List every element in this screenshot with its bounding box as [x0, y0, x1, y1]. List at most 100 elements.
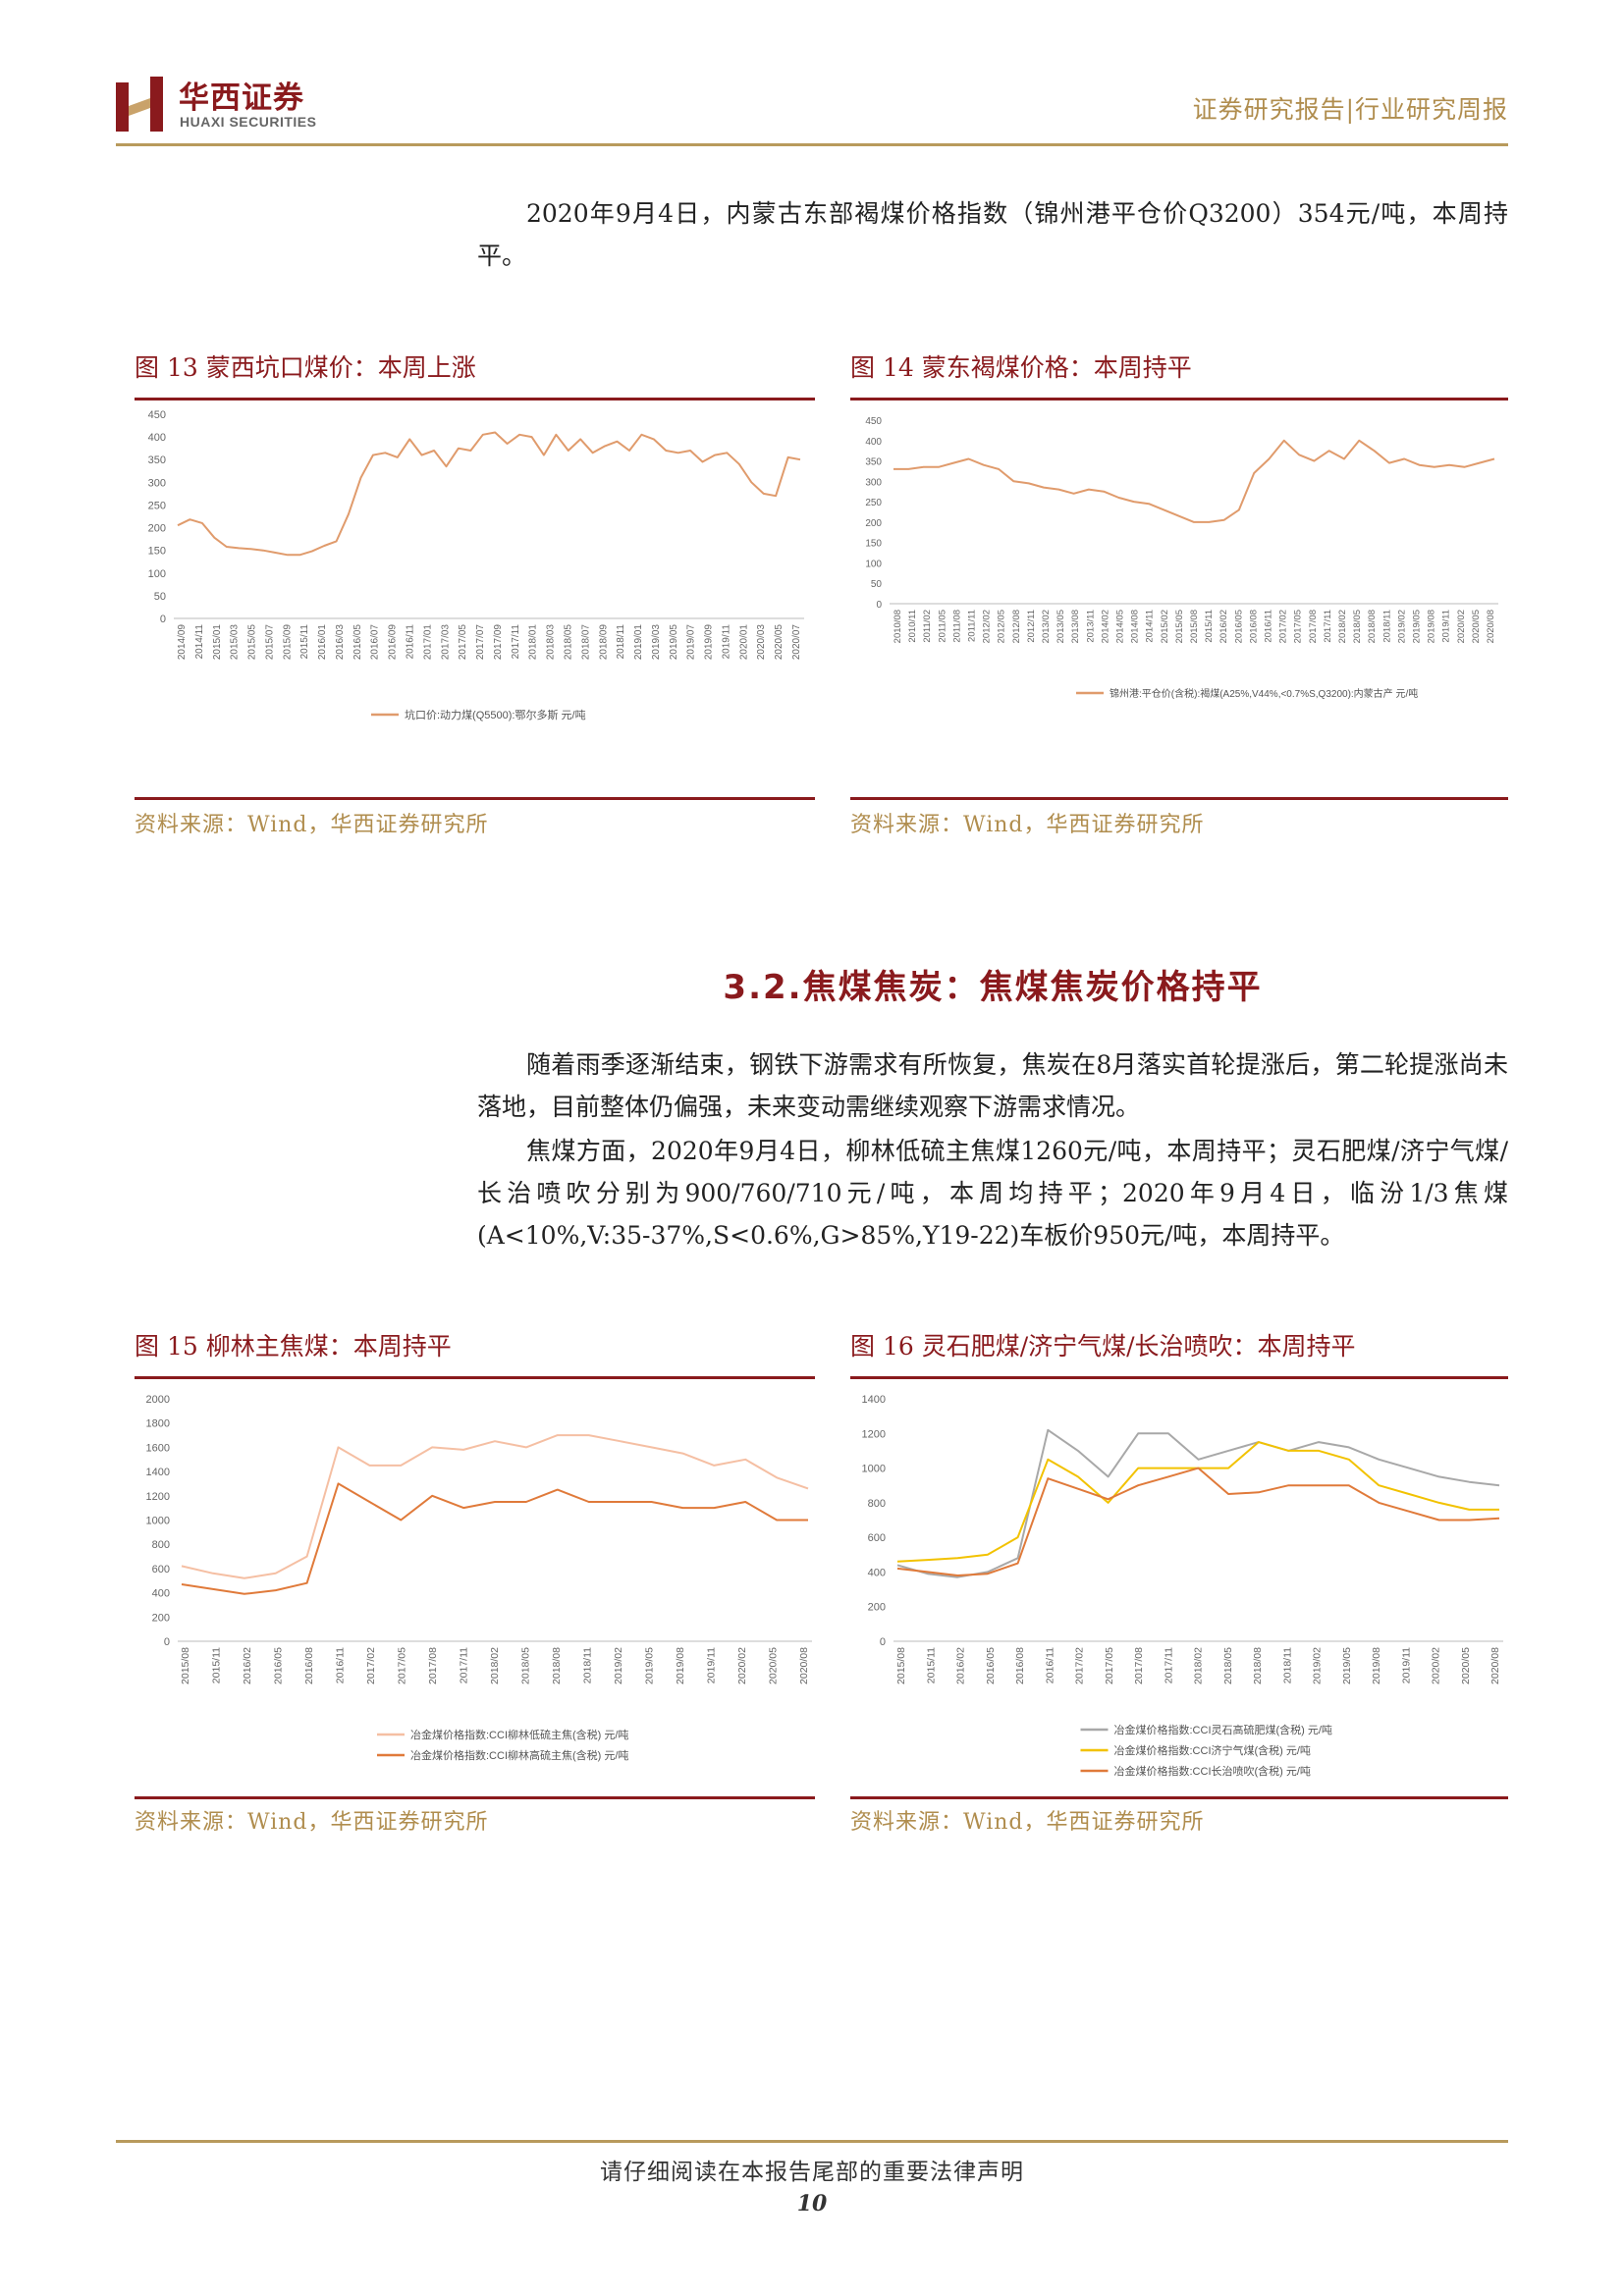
x-tick-label: 2018/01 [528, 624, 539, 661]
x-tick-label: 2016/08 [1014, 1647, 1026, 1684]
y-tick-label: 150 [865, 539, 882, 550]
x-tick-label: 2015/08 [895, 1647, 907, 1684]
x-tick-label: 2014/11 [1145, 610, 1156, 643]
y-tick-label: 400 [865, 437, 882, 448]
x-tick-label: 2019/03 [651, 624, 662, 661]
figure-16-bottom-rule [850, 1796, 1508, 1799]
x-tick-label: 2019/08 [1371, 1647, 1382, 1684]
x-tick-label: 2017/08 [427, 1647, 439, 1684]
x-tick-label: 2013/11 [1085, 610, 1096, 643]
y-tick-label: 100 [865, 559, 882, 569]
figure-15-title: 图 15 柳林主焦煤：本周持平 [135, 1332, 452, 1361]
x-tick-label: 2018/11 [616, 624, 626, 660]
x-tick-label: 2020/07 [791, 624, 802, 661]
y-tick-label: 50 [154, 591, 166, 603]
x-tick-label: 2017/02 [1074, 1647, 1086, 1684]
x-tick-label: 2017/05 [1104, 1647, 1115, 1684]
series-line-1 [893, 439, 1495, 523]
y-tick-label: 250 [148, 500, 166, 511]
x-tick-label: 2012/11 [1026, 610, 1037, 643]
x-tick-label: 2018/03 [546, 624, 557, 661]
y-tick-label: 200 [148, 523, 166, 535]
figure-16-source: 资料来源：Wind，华西证券研究所 [850, 1810, 1205, 1835]
x-tick-label: 2020/08 [798, 1647, 810, 1684]
x-tick-label: 2016/02 [1218, 610, 1229, 643]
x-tick-label: 2015/07 [264, 624, 275, 661]
x-tick-label: 2015/11 [1204, 610, 1215, 643]
x-tick-label: 2016/02 [955, 1647, 967, 1684]
x-tick-label: 2017/09 [493, 624, 504, 661]
x-tick-label: 2015/11 [211, 1647, 223, 1683]
figure-14-title: 图 14 蒙东褐煤价格：本周持平 [850, 353, 1192, 382]
x-tick-label: 2020/02 [1431, 1647, 1442, 1684]
x-tick-label: 2016/09 [388, 624, 399, 661]
y-tick-label: 400 [868, 1567, 886, 1578]
x-tick-label: 2017/07 [475, 624, 486, 661]
figure-14-bottom-rule [850, 797, 1508, 800]
y-tick-label: 50 [871, 579, 883, 590]
paragraph-coke-outlook: 随着雨季逐渐结束，钢铁下游需求有所恢复，焦炭在8月落实首轮提涨后，第二轮提涨尚未… [477, 1050, 1508, 1121]
x-tick-label: 2015/11 [925, 1647, 937, 1683]
y-tick-label: 1000 [862, 1464, 886, 1475]
x-tick-label: 2016/02 [242, 1647, 253, 1684]
x-tick-label: 2019/05 [1341, 1647, 1353, 1684]
x-tick-label: 2019/11 [1441, 610, 1452, 643]
y-tick-label: 1400 [146, 1467, 170, 1478]
series-line-3 [896, 1467, 1500, 1576]
y-tick-label: 800 [152, 1539, 170, 1551]
y-tick-label: 200 [865, 518, 882, 529]
x-tick-label: 2016/01 [317, 624, 328, 661]
x-tick-label: 2017/11 [1163, 1647, 1174, 1683]
x-tick-label: 2017/08 [1133, 1647, 1145, 1684]
x-tick-label: 2018/11 [1281, 1647, 1293, 1683]
y-tick-label: 600 [868, 1532, 886, 1544]
x-tick-label: 2018/08 [551, 1647, 563, 1684]
x-tick-label: 2016/05 [352, 624, 363, 661]
x-tick-label: 2018/08 [1252, 1647, 1264, 1684]
x-tick-label: 2016/11 [1264, 610, 1274, 643]
paragraph-lignite-price: 2020年9月4日，内蒙古东部褐煤价格指数（锦州港平仓价Q3200）354元/吨… [477, 199, 1508, 270]
legend-label: 冶金煤价格指数:CCI长治喷吹(含税) 元/吨 [1114, 1764, 1311, 1778]
y-tick-label: 200 [152, 1612, 170, 1624]
x-tick-label: 2018/11 [1381, 610, 1392, 643]
series-line-2 [181, 1482, 808, 1595]
figure-13-top-rule [135, 398, 815, 400]
huaxi-logo-icon [116, 77, 163, 132]
series-line-1 [896, 1428, 1500, 1578]
x-tick-label: 2018/05 [1222, 1647, 1234, 1684]
report-type-label: 证券研究报告|行业研究周报 [1192, 95, 1508, 124]
paragraph-coking-coal-prices: 焦煤方面，2020年9月4日，柳林低硫主焦煤1260元/吨，本周持平；灵石肥煤/… [477, 1137, 1508, 1250]
y-tick-label: 1200 [146, 1491, 170, 1503]
x-tick-label: 2016/08 [303, 1647, 315, 1684]
y-tick-label: 200 [868, 1602, 886, 1614]
x-tick-label: 2016/08 [1248, 610, 1259, 643]
x-tick-label: 2017/05 [397, 1647, 408, 1684]
x-tick-label: 2017/05 [1293, 610, 1304, 643]
footer-legal-note: 请仔细阅读在本报告尾部的重要法律声明 [600, 2160, 1024, 2185]
x-tick-label: 2017/05 [458, 624, 468, 661]
x-tick-label: 2017/11 [511, 624, 521, 660]
x-tick-label: 2015/05 [1174, 610, 1185, 643]
legend-label: 冶金煤价格指数:CCI柳林高硫主焦(含税) 元/吨 [410, 1748, 628, 1762]
logo-chinese-name: 华西证券 [179, 80, 304, 116]
x-tick-label: 2018/09 [598, 624, 609, 661]
x-tick-label: 2015/08 [180, 1647, 191, 1684]
x-tick-label: 2011/05 [937, 610, 947, 643]
figure-13-title: 图 13 蒙西坑口煤价：本周上涨 [135, 353, 476, 382]
section-title: 3.2.焦煤焦炭：焦煤焦炭价格持平 [723, 968, 1263, 1007]
x-tick-label: 2020/03 [756, 624, 767, 661]
y-tick-label: 2000 [146, 1394, 170, 1406]
x-tick-label: 2013/02 [1041, 610, 1052, 643]
x-tick-label: 2019/02 [613, 1647, 624, 1684]
figure-16-title: 图 16 灵石肥煤/济宁气煤/长治喷吹：本周持平 [850, 1332, 1356, 1361]
figure-15-chart: 0 200 400 600 800 1000 1200 1400 1600 1800 2000 201… [146, 1394, 812, 1762]
legend-label: 冶金煤价格指数:CCI济宁气煤(含税) 元/吨 [1114, 1743, 1311, 1757]
y-tick-label: 350 [865, 457, 882, 468]
y-tick-label: 0 [164, 1636, 170, 1648]
x-tick-label: 2016/11 [335, 1647, 347, 1683]
x-tick-label: 2017/02 [365, 1647, 377, 1684]
x-tick-label: 2019/11 [706, 1647, 718, 1683]
x-tick-label: 2019/05 [669, 624, 679, 661]
y-tick-label: 1800 [146, 1418, 170, 1430]
y-tick-label: 600 [152, 1564, 170, 1575]
